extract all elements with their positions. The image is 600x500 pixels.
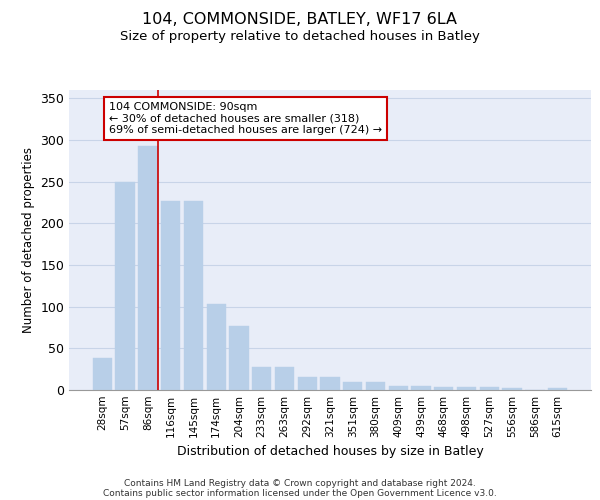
Bar <box>389 386 408 390</box>
Text: Contains HM Land Registry data © Crown copyright and database right 2024.: Contains HM Land Registry data © Crown c… <box>124 478 476 488</box>
Text: Contains public sector information licensed under the Open Government Licence v3: Contains public sector information licen… <box>103 488 497 498</box>
Bar <box>93 358 112 390</box>
Bar <box>457 386 476 390</box>
Y-axis label: Number of detached properties: Number of detached properties <box>22 147 35 333</box>
Bar <box>366 382 385 390</box>
Bar <box>412 386 431 390</box>
Bar <box>275 366 294 390</box>
Bar <box>343 382 362 390</box>
X-axis label: Distribution of detached houses by size in Batley: Distribution of detached houses by size … <box>176 446 484 458</box>
Bar <box>115 182 135 390</box>
Text: 104 COMMONSIDE: 90sqm
← 30% of detached houses are smaller (318)
69% of semi-det: 104 COMMONSIDE: 90sqm ← 30% of detached … <box>109 102 382 135</box>
Bar <box>206 304 226 390</box>
Bar <box>252 366 271 390</box>
Bar <box>184 201 203 390</box>
Bar <box>434 386 454 390</box>
Bar <box>298 376 317 390</box>
Bar <box>161 201 181 390</box>
Text: 104, COMMONSIDE, BATLEY, WF17 6LA: 104, COMMONSIDE, BATLEY, WF17 6LA <box>143 12 458 28</box>
Bar <box>229 326 248 390</box>
Bar <box>479 386 499 390</box>
Bar <box>138 146 158 390</box>
Bar <box>320 376 340 390</box>
Bar <box>548 388 567 390</box>
Text: Size of property relative to detached houses in Batley: Size of property relative to detached ho… <box>120 30 480 43</box>
Bar <box>502 388 522 390</box>
